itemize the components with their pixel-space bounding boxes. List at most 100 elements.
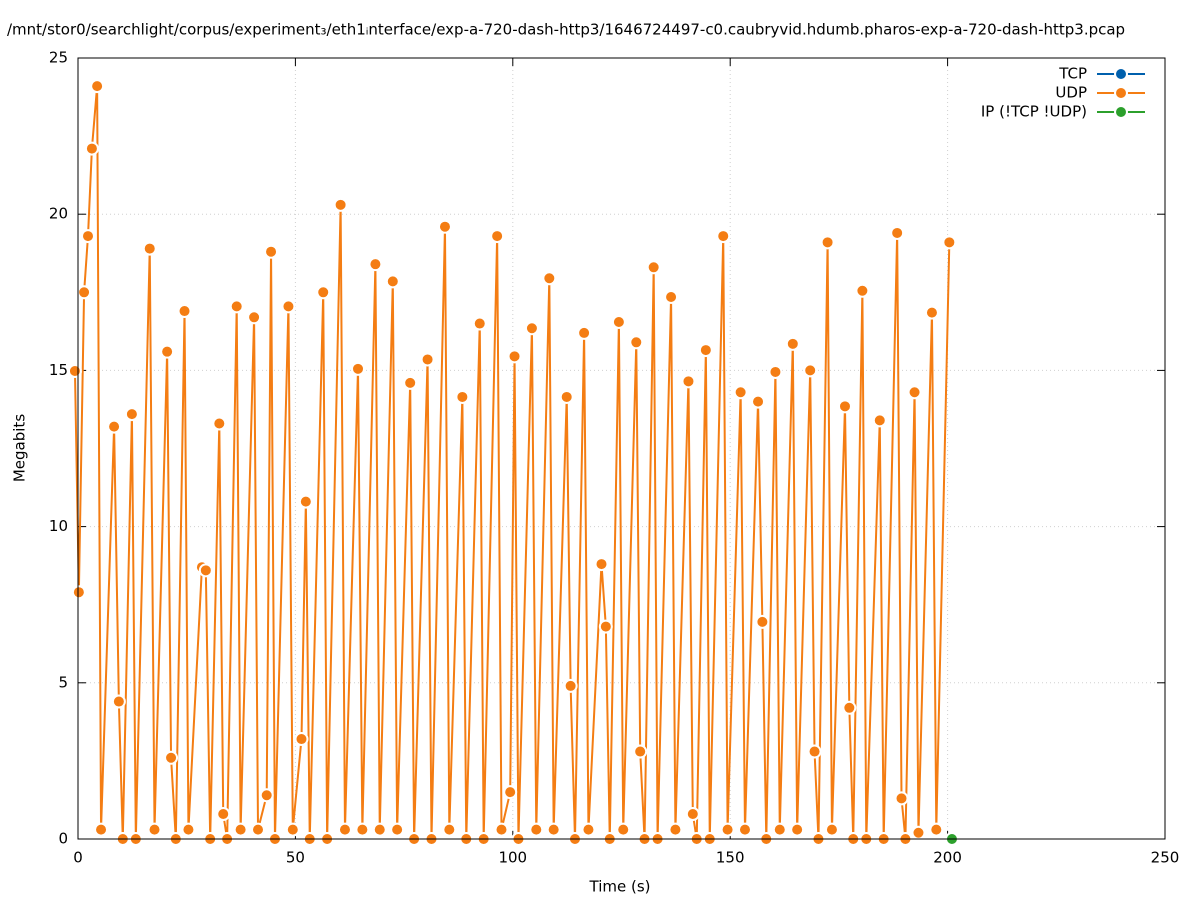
data-point	[803, 363, 818, 378]
data-point	[368, 257, 383, 272]
data-point	[698, 343, 713, 358]
y-tick-label: 0	[58, 830, 68, 848]
data-point	[385, 274, 400, 289]
y-axis-label: Megabits	[11, 414, 29, 482]
data-point	[333, 197, 348, 212]
legend-label: TCP	[1058, 65, 1087, 83]
series-line	[73, 86, 951, 840]
data-point	[942, 235, 957, 250]
data-point	[490, 229, 505, 244]
plot-frame	[77, 57, 1166, 840]
data-point	[507, 349, 522, 364]
data-point	[84, 141, 99, 156]
x-tick-label: 250	[1151, 849, 1180, 867]
data-point	[259, 788, 274, 803]
data-point	[668, 822, 683, 837]
data-point	[768, 364, 783, 379]
data-point	[733, 385, 748, 400]
data-point	[455, 389, 470, 404]
data-point	[772, 822, 787, 837]
data-point	[581, 822, 596, 837]
y-tick-label: 25	[49, 49, 68, 67]
x-tick-label: 50	[286, 849, 305, 867]
data-point	[81, 229, 96, 244]
data-point	[542, 271, 557, 286]
data-point	[681, 374, 696, 389]
data-point	[351, 361, 366, 376]
data-point	[807, 744, 822, 759]
data-point	[90, 79, 105, 94]
data-point	[247, 310, 262, 325]
data-point	[616, 822, 631, 837]
data-point	[577, 325, 592, 340]
data-point	[212, 416, 227, 431]
data-point	[924, 305, 939, 320]
data-point	[164, 750, 179, 765]
y-tick-label: 20	[49, 205, 68, 223]
data-point	[894, 791, 909, 806]
data-point	[442, 822, 457, 837]
data-point	[890, 225, 905, 240]
y-tick-label: 10	[49, 517, 68, 535]
data-point	[472, 316, 487, 331]
data-point	[264, 244, 279, 259]
data-point	[720, 822, 735, 837]
data-point	[737, 822, 752, 837]
data-point	[716, 229, 731, 244]
data-point	[420, 352, 435, 367]
data-point	[559, 389, 574, 404]
data-point	[751, 394, 766, 409]
data-point	[437, 219, 452, 234]
plot-area	[70, 79, 959, 846]
data-point	[685, 807, 700, 822]
y-tick-label: 5	[58, 673, 68, 691]
data-point	[529, 822, 544, 837]
data-point	[664, 289, 679, 304]
data-point	[160, 344, 175, 359]
data-point	[355, 822, 370, 837]
x-tick-label: 150	[716, 849, 745, 867]
data-point	[629, 335, 644, 350]
legend-label: UDP	[1055, 84, 1087, 102]
data-point	[281, 299, 296, 314]
x-tick-label: 100	[498, 849, 527, 867]
data-point	[872, 413, 887, 428]
data-point	[907, 385, 922, 400]
x-tick-label: 0	[73, 849, 83, 867]
data-point	[216, 807, 231, 822]
y-tick-label: 15	[49, 361, 68, 379]
data-point	[147, 822, 162, 837]
data-point	[563, 678, 578, 693]
data-point	[94, 822, 109, 837]
data-point	[755, 614, 770, 629]
data-point	[546, 822, 561, 837]
data-point	[611, 314, 626, 329]
data-point	[142, 241, 157, 256]
data-point	[111, 694, 126, 709]
data-point	[790, 822, 805, 837]
data-point	[233, 822, 248, 837]
data-point	[929, 822, 944, 837]
data-point	[229, 299, 244, 314]
data-point	[390, 822, 405, 837]
data-point	[181, 822, 196, 837]
legend-marker	[1114, 105, 1128, 119]
legend-marker	[1114, 86, 1128, 100]
data-point	[177, 304, 192, 319]
data-point	[251, 822, 266, 837]
data-point	[403, 375, 418, 390]
data-point	[633, 744, 648, 759]
data-point	[820, 235, 835, 250]
data-point	[785, 336, 800, 351]
data-point	[285, 822, 300, 837]
chart-title: /mnt/stor0/searchlight/corpus/experiment…	[7, 21, 1125, 39]
data-point	[298, 494, 313, 509]
data-point	[71, 585, 86, 600]
x-axis-label: Time (s)	[589, 878, 651, 896]
data-point	[594, 557, 609, 572]
data-point	[842, 700, 857, 715]
data-point	[124, 407, 139, 422]
data-point	[837, 399, 852, 414]
